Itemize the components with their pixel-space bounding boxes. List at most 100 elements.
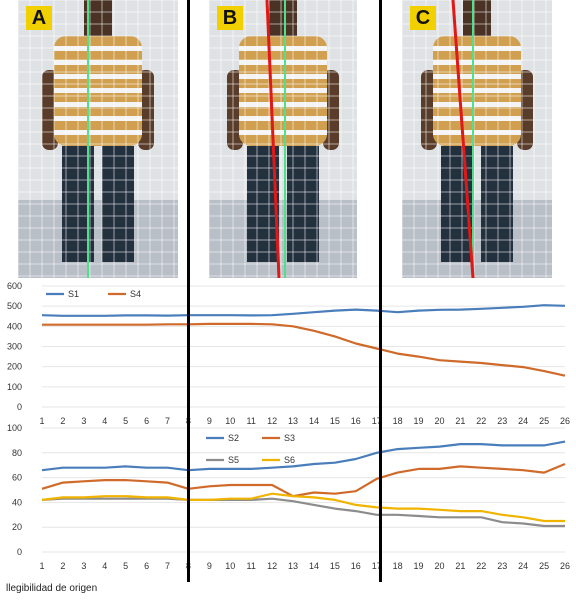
x-tick-label: 12 <box>267 416 277 426</box>
series-line-s6 <box>41 492 565 523</box>
x-tick-label: 14 <box>309 561 319 571</box>
x-tick-label: 19 <box>414 416 424 426</box>
x-tick-label: 13 <box>288 561 298 571</box>
legend-label: S4 <box>130 289 141 299</box>
x-tick-label: 18 <box>393 416 403 426</box>
x-tick-label: 4 <box>102 416 107 426</box>
shirt-stripe <box>54 60 142 65</box>
x-tick-label: 13 <box>288 416 298 426</box>
x-tick-label: 23 <box>497 561 507 571</box>
x-tick-label: 3 <box>81 561 86 571</box>
legend-label: S3 <box>284 433 295 443</box>
shirt-stripe <box>433 102 521 107</box>
divider-left <box>187 0 190 582</box>
series-line-s5 <box>41 497 565 528</box>
series-line-s2 <box>41 440 566 472</box>
x-tick-label: 3 <box>81 416 86 426</box>
x-tick-label: 7 <box>165 416 170 426</box>
y-tick-label: 300 <box>7 342 22 352</box>
shirt-stripe <box>433 74 521 79</box>
x-tick-label: 25 <box>539 561 549 571</box>
shirt-stripe <box>54 74 142 79</box>
legend-label: S5 <box>228 455 239 465</box>
x-tick-label: 16 <box>351 561 361 571</box>
panel-label-b: B <box>217 6 243 30</box>
x-tick-label: 5 <box>123 416 128 426</box>
x-tick-label: 14 <box>309 416 319 426</box>
x-tick-label: 12 <box>267 561 277 571</box>
x-tick-label: 6 <box>144 561 149 571</box>
head <box>269 0 297 40</box>
y-tick-label: 20 <box>12 522 22 532</box>
chart-2: 0204060801001234567891011121314151617181… <box>7 423 570 571</box>
y-tick-label: 80 <box>12 448 22 458</box>
x-tick-label: 15 <box>330 416 340 426</box>
shirt-stripe <box>54 116 142 121</box>
floor <box>18 200 178 278</box>
shirt-stripe <box>433 116 521 121</box>
floor <box>209 200 357 278</box>
shirt-stripe <box>239 74 327 79</box>
x-tick-label: 11 <box>247 416 256 426</box>
x-tick-label: 19 <box>414 561 424 571</box>
x-tick-label: 11 <box>247 561 256 571</box>
posture-axis-line <box>265 0 281 278</box>
series-line-s3 <box>41 462 566 498</box>
photo-panel-a: A <box>18 0 178 278</box>
x-tick-label: 22 <box>476 416 486 426</box>
x-tick-label: 9 <box>207 561 212 571</box>
photo-panel-b: B <box>209 0 357 278</box>
x-tick-label: 15 <box>330 561 340 571</box>
shirt-stripe <box>239 102 327 107</box>
panel-label-a: A <box>26 6 52 30</box>
shirt-stripe <box>239 116 327 121</box>
y-tick-label: 100 <box>7 423 22 433</box>
shirt-stripe <box>54 102 142 107</box>
head <box>463 0 491 40</box>
series-line-s1 <box>41 304 566 317</box>
x-tick-label: 25 <box>539 416 549 426</box>
x-tick-label: 17 <box>372 416 382 426</box>
y-tick-label: 600 <box>7 281 22 291</box>
posture-photo-c <box>402 0 552 278</box>
shirt-stripe <box>239 60 327 65</box>
x-tick-label: 20 <box>434 561 444 571</box>
x-tick-label: 21 <box>455 561 465 571</box>
posture-photo-a <box>18 0 178 278</box>
x-tick-label: 24 <box>518 561 528 571</box>
x-tick-label: 7 <box>165 561 170 571</box>
x-tick-label: 2 <box>60 416 65 426</box>
line-charts: 0100200300400500600123456789101112131415… <box>7 281 570 571</box>
x-tick-label: 10 <box>225 416 235 426</box>
x-tick-label: 1 <box>39 416 44 426</box>
legend-label: S2 <box>228 433 239 443</box>
photo-panel-c: C <box>402 0 552 278</box>
shirt-stripe <box>54 88 142 93</box>
divider-right <box>379 0 382 582</box>
x-tick-label: 5 <box>123 561 128 571</box>
x-tick-label: 4 <box>102 561 107 571</box>
x-tick-label: 18 <box>393 561 403 571</box>
chart-1: 0100200300400500600123456789101112131415… <box>7 281 570 426</box>
x-tick-label: 16 <box>351 416 361 426</box>
y-tick-label: 60 <box>12 473 22 483</box>
legend-label: S6 <box>284 455 295 465</box>
shirt-stripe <box>433 60 521 65</box>
shirt-stripe <box>239 88 327 93</box>
x-tick-label: 20 <box>434 416 444 426</box>
y-tick-label: 0 <box>17 402 22 412</box>
y-tick-label: 100 <box>7 382 22 392</box>
y-tick-label: 400 <box>7 321 22 331</box>
legend-label: S1 <box>68 289 79 299</box>
y-tick-label: 40 <box>12 497 22 507</box>
x-tick-label: 24 <box>518 416 528 426</box>
x-tick-label: 2 <box>60 561 65 571</box>
y-tick-label: 500 <box>7 301 22 311</box>
posture-photo-b <box>209 0 357 278</box>
series-line-s4 <box>42 322 566 377</box>
posture-axis-line <box>451 0 475 278</box>
caption: llegibilidad de origen <box>6 583 98 594</box>
x-tick-label: 22 <box>476 561 486 571</box>
shirt-stripe <box>433 88 521 93</box>
y-tick-label: 0 <box>17 547 22 557</box>
